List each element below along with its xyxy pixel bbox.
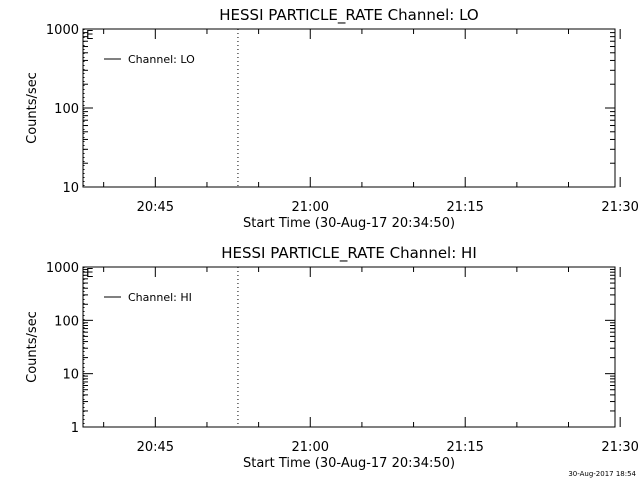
y-tick-label: 1000 (46, 261, 79, 276)
chart-panel-lo: HESSI PARTICLE_RATE Channel: LO Start Tim… (25, 6, 639, 231)
chart-title: HESSI PARTICLE_RATE Channel: HI (221, 244, 477, 263)
x-tick-label: 21:15 (446, 440, 483, 455)
y-tick-label: 1 (71, 421, 79, 436)
x-tick-label: 20:45 (137, 440, 174, 455)
y-tick-label: 100 (54, 314, 79, 329)
y-axis-label: Counts/sec (25, 72, 40, 144)
x-tick-label: 21:30 (601, 200, 638, 215)
x-tick-label: 21:00 (292, 200, 329, 215)
marker-label: E (86, 266, 94, 280)
legend-label: Channel: LO (128, 53, 195, 66)
x-axis-label: Start Time (30-Aug-17 20:34:50) (243, 216, 455, 231)
y-tick-label: 1000 (46, 23, 79, 38)
plot-frame (82, 266, 616, 428)
legend-label: Channel: HI (128, 291, 192, 304)
x-axis-label: Start Time (30-Aug-17 20:34:50) (243, 456, 455, 471)
x-tick-label: 21:00 (292, 440, 329, 455)
chart-title: HESSI PARTICLE_RATE Channel: LO (219, 6, 478, 25)
timestamp: 30-Aug-2017 18:54 (568, 470, 636, 478)
y-tick-label: 10 (62, 368, 79, 383)
chart-panel-hi: HESSI PARTICLE_RATE Channel: HI Start Tim… (25, 244, 639, 471)
y-tick-label: 10 (62, 181, 79, 196)
x-tick-label: 20:45 (137, 200, 174, 215)
x-tick-label: 21:30 (601, 440, 638, 455)
y-axis-label: Counts/sec (25, 311, 40, 383)
x-tick-label: 21:15 (446, 200, 483, 215)
y-tick-label: 100 (54, 102, 79, 117)
marker-label: E (86, 28, 94, 42)
